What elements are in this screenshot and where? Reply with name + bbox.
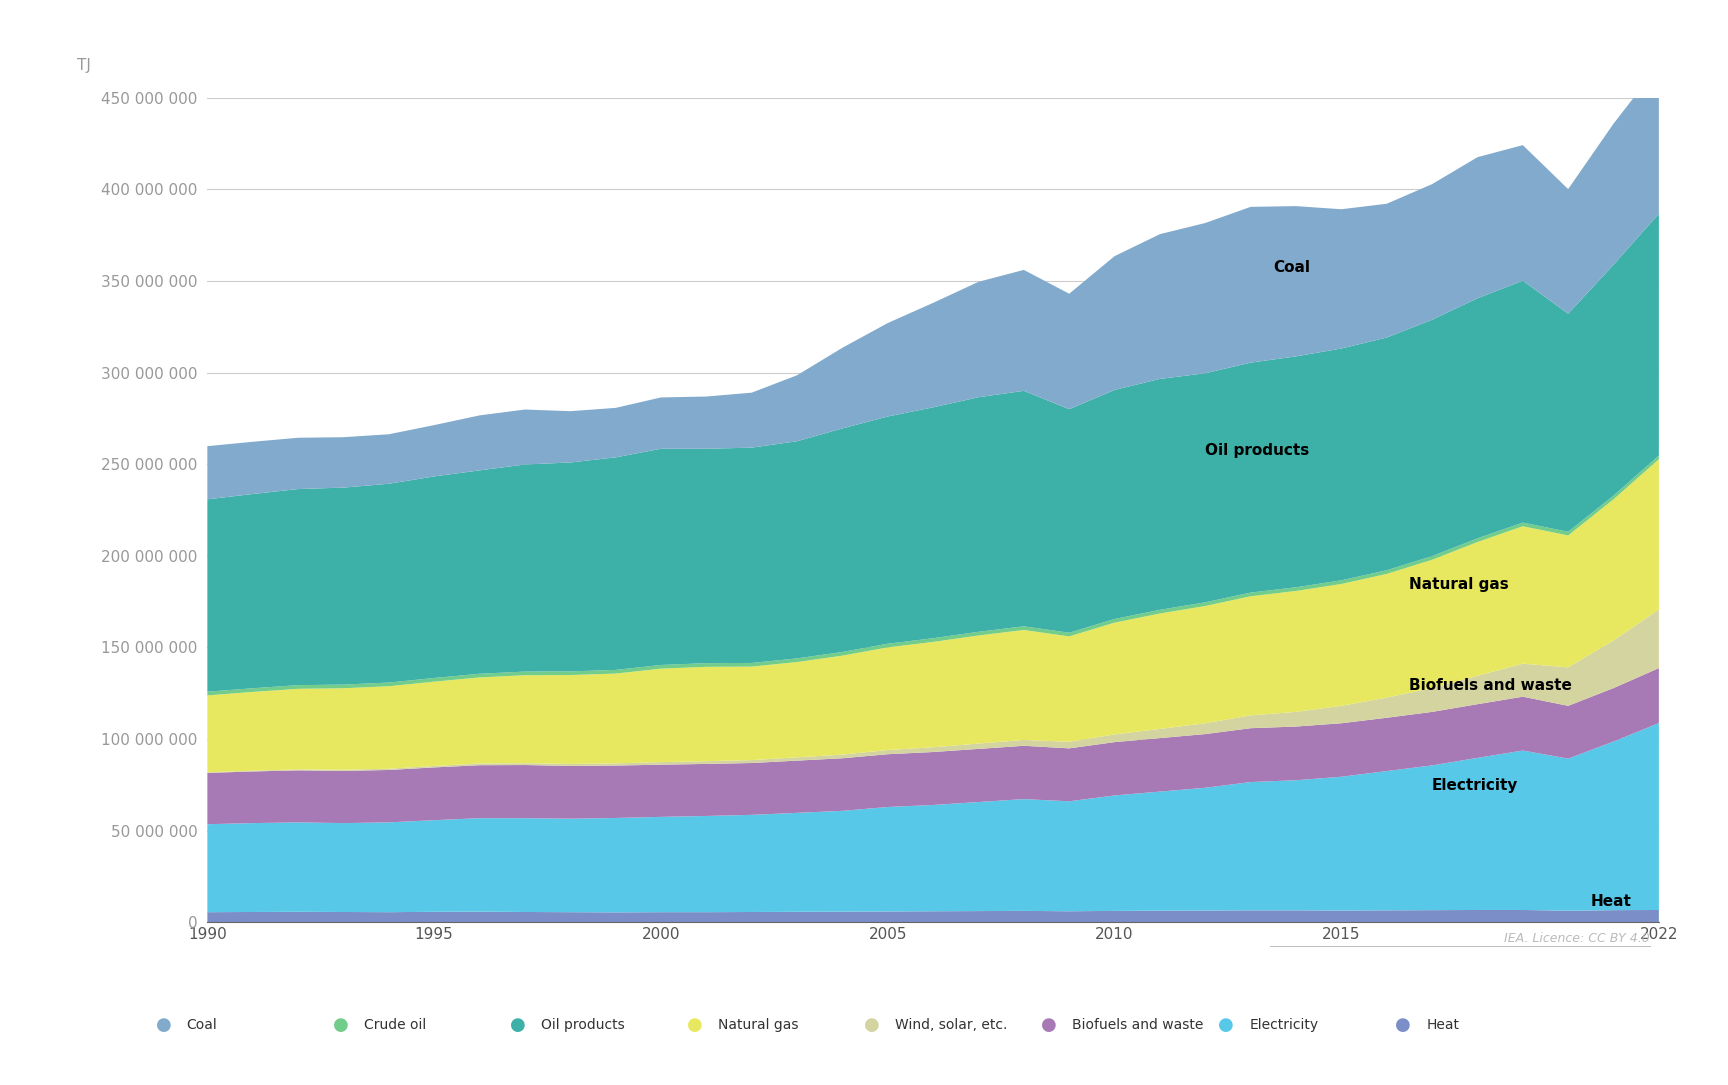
Text: ●: ● (1394, 1017, 1412, 1034)
Text: ●: ● (686, 1017, 703, 1034)
Text: Biofuels and waste: Biofuels and waste (1071, 1019, 1204, 1032)
Text: ●: ● (864, 1017, 880, 1034)
Text: Coal: Coal (187, 1019, 218, 1032)
Text: Oil products: Oil products (1204, 443, 1310, 458)
Text: Crude oil: Crude oil (363, 1019, 427, 1032)
Text: ●: ● (156, 1017, 171, 1034)
Text: ●: ● (510, 1017, 525, 1034)
Text: Natural gas: Natural gas (1410, 577, 1509, 591)
Text: Oil products: Oil products (541, 1019, 624, 1032)
Text: IEA. Licence: CC BY 4.0: IEA. Licence: CC BY 4.0 (1505, 932, 1650, 945)
Text: TJ: TJ (76, 58, 90, 73)
Text: Heat: Heat (1591, 894, 1631, 909)
Text: Electricity: Electricity (1433, 778, 1519, 793)
Text: Biofuels and waste: Biofuels and waste (1410, 677, 1572, 692)
Text: Electricity: Electricity (1249, 1019, 1318, 1032)
Text: ●: ● (332, 1017, 349, 1034)
Text: Coal: Coal (1274, 259, 1310, 275)
Text: Natural gas: Natural gas (717, 1019, 798, 1032)
Text: Heat: Heat (1426, 1019, 1460, 1032)
Text: ●: ● (1218, 1017, 1234, 1034)
Text: ●: ● (1040, 1017, 1058, 1034)
Text: Wind, solar, etc.: Wind, solar, etc. (895, 1019, 1007, 1032)
